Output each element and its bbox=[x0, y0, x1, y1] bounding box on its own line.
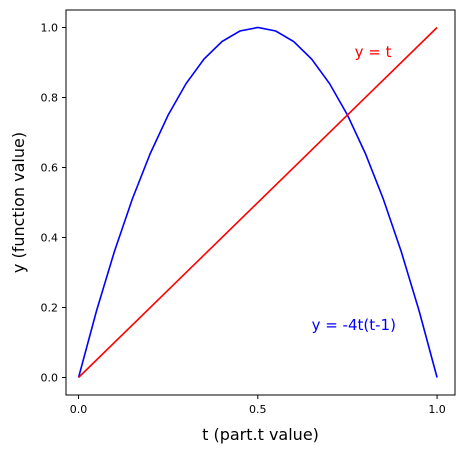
x-axis-label: t (part.t value) bbox=[202, 425, 319, 444]
plot-frame bbox=[65, 9, 456, 396]
x-tick-label: 0.5 bbox=[249, 403, 267, 416]
series-line-1 bbox=[77, 26, 438, 378]
x-tick-label: 1.0 bbox=[428, 403, 446, 416]
y-tick-label: 0.0 bbox=[41, 372, 59, 385]
y-tick-label: 0.4 bbox=[41, 232, 59, 245]
y-axis-ticks: 0.0 0.2 0.4 0.6 0.8 1.0 bbox=[41, 22, 66, 385]
series-layer bbox=[77, 26, 438, 379]
y-tick-label: 1.0 bbox=[41, 22, 59, 35]
y-tick-label: 0.8 bbox=[41, 92, 59, 105]
annotation-layer: y = t y = -4t(t-1) bbox=[312, 43, 396, 334]
x-tick-label: 0.0 bbox=[70, 403, 88, 416]
annotation-2: y = -4t(t-1) bbox=[312, 316, 396, 334]
y-axis-label: y (function value) bbox=[9, 132, 28, 273]
annotation-1: y = t bbox=[355, 43, 392, 61]
y-tick-label: 0.6 bbox=[41, 162, 59, 175]
series-line-2 bbox=[77, 26, 438, 379]
y-tick-label: 0.2 bbox=[41, 302, 59, 315]
x-axis-ticks: 0.0 0.5 1.0 bbox=[70, 395, 446, 416]
